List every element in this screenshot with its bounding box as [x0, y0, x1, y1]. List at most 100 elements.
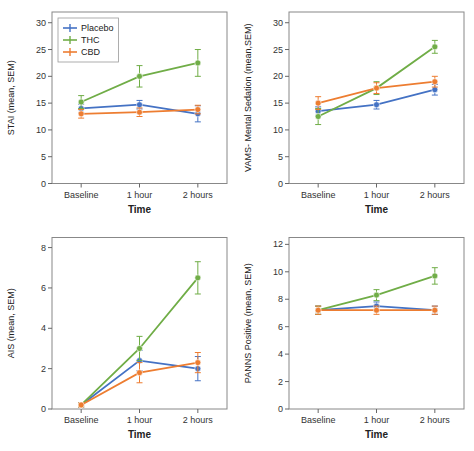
legend-box: [58, 18, 119, 62]
legend-label: Placebo: [81, 23, 114, 33]
x-tick: [318, 409, 319, 413]
point: [315, 100, 321, 106]
x-tick-label: 2 hours: [183, 190, 214, 200]
x-axis-label: Time: [128, 429, 152, 440]
x-tick-label: 2 hours: [420, 415, 451, 425]
y-tick: [285, 354, 289, 355]
error-bar: [374, 83, 380, 94]
error-bar: [195, 353, 201, 373]
x-tick-label: Baseline: [64, 190, 99, 200]
y-tick-label: 8: [278, 294, 283, 304]
error-bar: [137, 108, 143, 117]
y-tick: [285, 326, 289, 327]
y-tick: [285, 129, 289, 130]
x-tick-label: 1 hour: [127, 415, 153, 425]
y-tick: [285, 381, 289, 382]
y-tick-label: 10: [36, 125, 46, 135]
legend-label: THC: [81, 35, 100, 45]
legend-swatch-bar: [69, 24, 70, 32]
point: [137, 370, 143, 376]
point: [137, 345, 143, 351]
x-tick: [376, 409, 377, 413]
error-bar: [195, 106, 201, 122]
panel: 024681012Baseline1 hour2 hoursTimePANNS …: [243, 238, 464, 441]
y-tick: [48, 103, 52, 104]
y-tick: [48, 156, 52, 157]
y-tick-label: 0: [278, 179, 283, 189]
error-bar: [432, 76, 438, 87]
y-axis-label: VAMS- Mental Sedation (mean,SEM): [243, 24, 253, 172]
x-tick: [139, 184, 140, 188]
plot-frame: [52, 238, 227, 410]
y-tick-label: 20: [273, 71, 283, 81]
x-tick-label: Baseline: [301, 415, 336, 425]
x-tick: [434, 184, 435, 188]
y-tick: [48, 368, 52, 369]
error-bar: [315, 306, 321, 314]
series: [315, 76, 438, 109]
x-tick: [139, 409, 140, 413]
point: [315, 307, 321, 313]
x-axis-label: Time: [128, 204, 152, 215]
plot-frame: [289, 12, 464, 184]
series-line: [318, 276, 435, 310]
marks: [78, 262, 201, 408]
y-tick-label: 6: [278, 322, 283, 332]
error-bar: [78, 110, 84, 119]
y-tick: [285, 271, 289, 272]
error-bar: [315, 306, 321, 314]
y-tick-label: 2: [278, 377, 283, 387]
series-line: [318, 82, 435, 103]
y-tick-label: 20: [36, 71, 46, 81]
y-tick-label: 5: [278, 152, 283, 162]
point: [374, 307, 380, 313]
series: [315, 302, 438, 314]
y-tick-label: 6: [41, 283, 46, 293]
x-tick: [197, 409, 198, 413]
y-tick: [285, 49, 289, 50]
y-tick-label: 12: [273, 239, 283, 249]
error-bar: [78, 403, 84, 407]
x-tick-label: Baseline: [301, 190, 336, 200]
x-tick: [81, 184, 82, 188]
y-tick-label: 8: [41, 243, 46, 253]
error-bar: [315, 306, 321, 314]
y-tick-label: 2: [41, 364, 46, 374]
y-tick-label: 0: [41, 404, 46, 414]
point: [374, 102, 380, 108]
series-line: [81, 363, 198, 405]
y-tick-label: 25: [273, 45, 283, 55]
legend-item: THC: [63, 35, 100, 45]
point: [432, 307, 438, 313]
point: [432, 307, 438, 313]
y-tick: [48, 287, 52, 288]
point: [374, 85, 380, 91]
y-tick-label: 15: [273, 98, 283, 108]
error-bar: [137, 66, 143, 87]
y-tick: [48, 183, 52, 184]
point: [432, 87, 438, 93]
y-tick: [285, 183, 289, 184]
y-tick-label: 0: [278, 404, 283, 414]
series: [315, 40, 438, 124]
series-line: [81, 63, 198, 102]
point: [137, 109, 143, 115]
series-line: [318, 47, 435, 117]
panel: 051015202530Baseline1 hour2 hoursTimeSTA…: [6, 12, 227, 215]
error-bar: [195, 105, 201, 114]
point: [374, 292, 380, 298]
error-bar: [374, 100, 380, 109]
error-bar: [78, 96, 84, 109]
series: [78, 353, 201, 408]
series: [315, 268, 438, 315]
series-line: [81, 278, 198, 405]
plot-frame: [52, 12, 227, 184]
y-tick-label: 25: [36, 45, 46, 55]
point: [78, 402, 84, 408]
error-bar: [195, 50, 201, 77]
y-tick: [48, 76, 52, 77]
chart-figure: 051015202530Baseline1 hour2 hoursTimeSTA…: [0, 0, 474, 451]
point: [315, 307, 321, 313]
legend-swatch-bar: [69, 48, 70, 56]
x-tick-label: 1 hour: [364, 190, 390, 200]
